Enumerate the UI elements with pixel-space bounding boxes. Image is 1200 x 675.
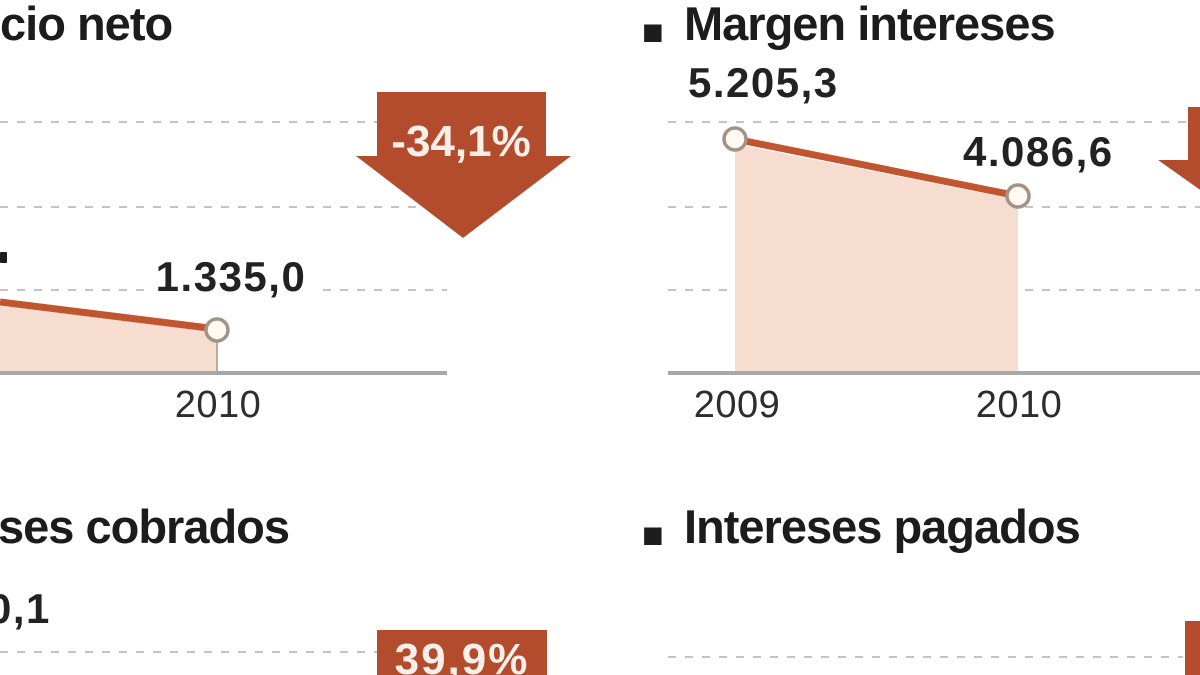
clipped-digit-fragment: [0, 252, 7, 263]
panel-title-margen-intereses: Margen intereses: [684, 0, 1056, 50]
panel-title-intereses-pagados: Intereses pagados: [684, 500, 1081, 553]
change-badge-beneficio: -34,1%: [391, 117, 531, 166]
decline-arrow-fragment: [1185, 621, 1200, 675]
data-point-marker: [1005, 183, 1031, 209]
axis-label-margen-2009: 2009: [693, 384, 781, 426]
decline-arrow-icon: [356, 92, 571, 238]
data-point-marker: [722, 126, 748, 152]
decline-arrow-icon-clipped: [1158, 107, 1200, 190]
axis-label-beneficio-2010: 2010: [174, 384, 262, 426]
trend-line-margen: [734, 135, 1019, 200]
change-badge-cobrados: 39,9%: [394, 635, 530, 675]
area-fill-margen: [735, 144, 1018, 371]
value-label-cobrados-fragment: 0,1: [0, 585, 51, 632]
trend-line-beneficio: [0, 298, 218, 333]
panel-title-beneficio-neto: cio neto: [0, 0, 173, 50]
axis-label-margen-2010: 2010: [975, 384, 1063, 426]
value-label-margen-2009: 5.205,3: [688, 59, 839, 106]
value-label-margen-2010: 4.086,6: [963, 128, 1114, 175]
decline-arrow-shaft-clipped: [377, 630, 547, 675]
value-label-beneficio-2010: 1.335,0: [147, 256, 315, 298]
panel-title-intereses-cobrados: ses cobrados: [0, 500, 290, 553]
data-point-marker: [204, 317, 230, 343]
square-bullet-icon: ■: [642, 514, 664, 555]
area-fill-beneficio: [0, 306, 217, 371]
square-bullet-icon: ■: [642, 11, 664, 52]
